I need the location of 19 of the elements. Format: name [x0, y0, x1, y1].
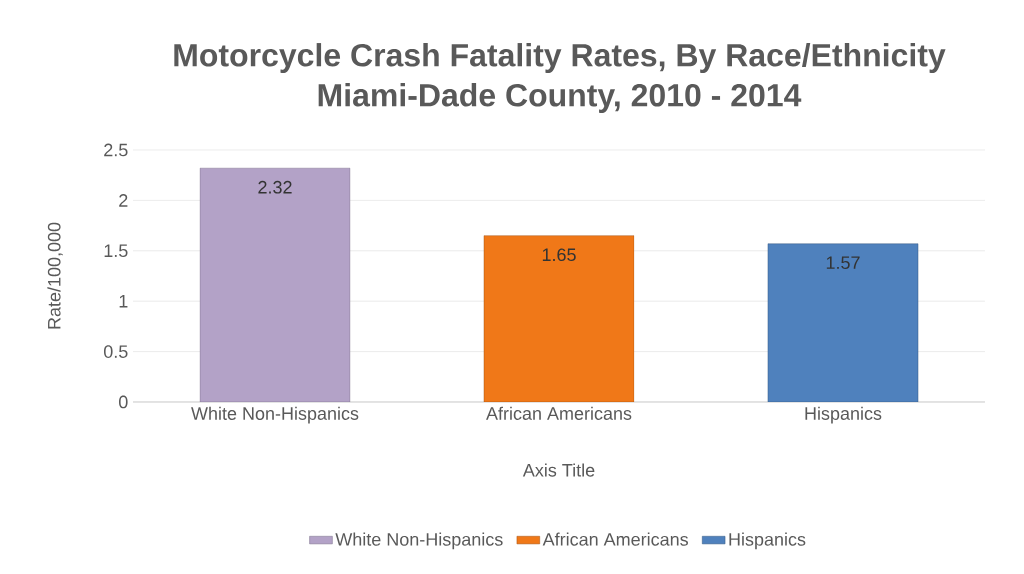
x-tick-label: White Non-Hispanics — [191, 406, 359, 424]
data-label: 1.57 — [826, 256, 860, 269]
chart-subtitle: Miami-Dade County, 2010 - 2014 — [318, 83, 802, 113]
y-tick-label: 2 — [119, 194, 128, 207]
y-tick-label: 1.5 — [104, 244, 128, 258]
y-axis-title: Rate/100,000 — [47, 222, 63, 329]
x-axis-title: Axis Title — [522, 463, 595, 477]
y-tick-label: 1 — [119, 295, 128, 308]
x-tick-label: African Americans — [486, 406, 632, 420]
x-tick-label: Hispanics — [805, 406, 882, 424]
chart-title: Motorcycle Crash Fatality Rates, By Race/Ethnicity — [174, 43, 946, 73]
legend-label: White Non-Hispanics — [335, 532, 503, 550]
y-tick-label: 0 — [119, 395, 128, 409]
data-label: 2.32 — [258, 180, 292, 194]
legend-label: Hispanics — [729, 532, 806, 550]
legend-label: African Americans — [542, 532, 688, 546]
data-label: 1.65 — [542, 248, 576, 262]
y-tick-label: 2.5 — [104, 143, 128, 157]
y-tick-label: 0.5 — [103, 345, 128, 358]
